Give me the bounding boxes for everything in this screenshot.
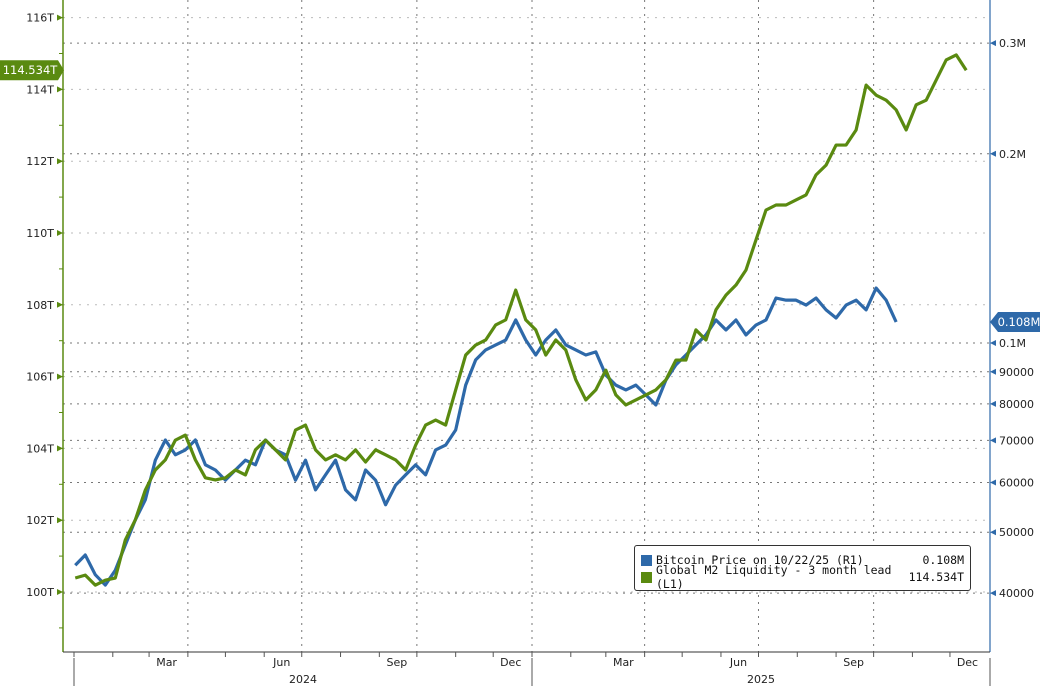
legend-swatch-green	[641, 571, 652, 583]
right-tick-marker	[990, 340, 996, 346]
x-tick-label: Dec	[957, 656, 978, 669]
x-tick-label: Mar	[156, 656, 177, 669]
left-tick-label: 116T	[26, 12, 54, 25]
left-tick-marker	[57, 301, 63, 308]
left-tick-label: 106T	[26, 371, 54, 384]
x-tick-label: Sep	[843, 656, 864, 669]
bitcoin-price-line	[74, 286, 898, 587]
legend: Bitcoin Price on 10/22/25 (R1) 0.108M Gl…	[634, 545, 971, 591]
x-tick-label: Jun	[729, 656, 747, 669]
right-tick-marker	[990, 479, 996, 486]
right-tick-marker	[990, 400, 996, 407]
legend-label: Global M2 Liquidity - 3 month lead (L1)	[656, 563, 892, 591]
legend-value: 0.108M	[922, 553, 964, 567]
right-tick-marker	[990, 368, 996, 375]
left-tick-marker	[57, 14, 63, 21]
x-tick-label: Jun	[272, 656, 290, 669]
right-tick-label: 80000	[999, 398, 1034, 411]
right-tick-label: 50000	[999, 526, 1034, 539]
year-label: 2024	[289, 673, 317, 686]
right-tick-marker	[990, 529, 996, 536]
right-tick-label: 0.3M	[999, 37, 1026, 50]
right-tick-label: 0.2M	[999, 148, 1026, 161]
right-tick-marker	[990, 437, 996, 444]
x-tick-label: Mar	[613, 656, 634, 669]
m2-last-value-text: 114.534T	[3, 63, 59, 77]
right-tick-label: 70000	[999, 434, 1034, 447]
axis-labels: 100T 102T 104T 106T 108T 110T 112T 114T 116T 4000…	[0, 12, 1040, 686]
left-tick-marker	[57, 517, 63, 524]
series-lines	[74, 53, 968, 587]
left-tick-label: 108T	[26, 299, 54, 312]
right-tick-label: 90000	[999, 366, 1034, 379]
right-tick-label: 60000	[999, 476, 1034, 489]
right-tick-label: 40000	[999, 587, 1034, 600]
year-label: 2025	[747, 673, 775, 686]
legend-swatch-blue	[641, 554, 652, 566]
left-tick-label: 104T	[26, 442, 54, 455]
left-tick-label: 102T	[26, 514, 54, 527]
x-tick-label: Dec	[500, 656, 521, 669]
left-tick-label: 110T	[26, 227, 54, 240]
left-tick-label: 114T	[26, 83, 54, 96]
left-tick-marker	[57, 373, 63, 380]
m2-last-value-flag	[0, 60, 64, 81]
right-tick-marker	[990, 590, 996, 597]
x-tick-label: Sep	[386, 656, 407, 669]
left-tick-label: 112T	[26, 155, 54, 168]
bitcoin-last-value-text: 0.108M	[998, 315, 1040, 329]
left-tick-marker	[57, 589, 63, 595]
right-tick-label: 0.1M	[999, 337, 1026, 350]
right-tick-marker	[990, 40, 996, 47]
left-tick-marker	[57, 230, 63, 236]
left-tick-marker	[57, 86, 63, 93]
bitcoin-last-value-flag	[990, 311, 1040, 332]
left-tick-marker	[57, 158, 63, 165]
m2-liquidity-line	[74, 53, 968, 587]
right-tick-marker	[990, 150, 996, 157]
legend-value: 114.534T	[908, 570, 964, 584]
legend-label: Bitcoin Price on 10/22/25 (R1)	[656, 553, 864, 567]
legend-item-m2: Global M2 Liquidity - 3 month lead (L1) …	[641, 563, 964, 591]
left-tick-label: 100T	[26, 586, 54, 599]
left-tick-marker	[57, 445, 63, 452]
legend-item-bitcoin: Bitcoin Price on 10/22/25 (R1) 0.108M	[641, 552, 964, 568]
